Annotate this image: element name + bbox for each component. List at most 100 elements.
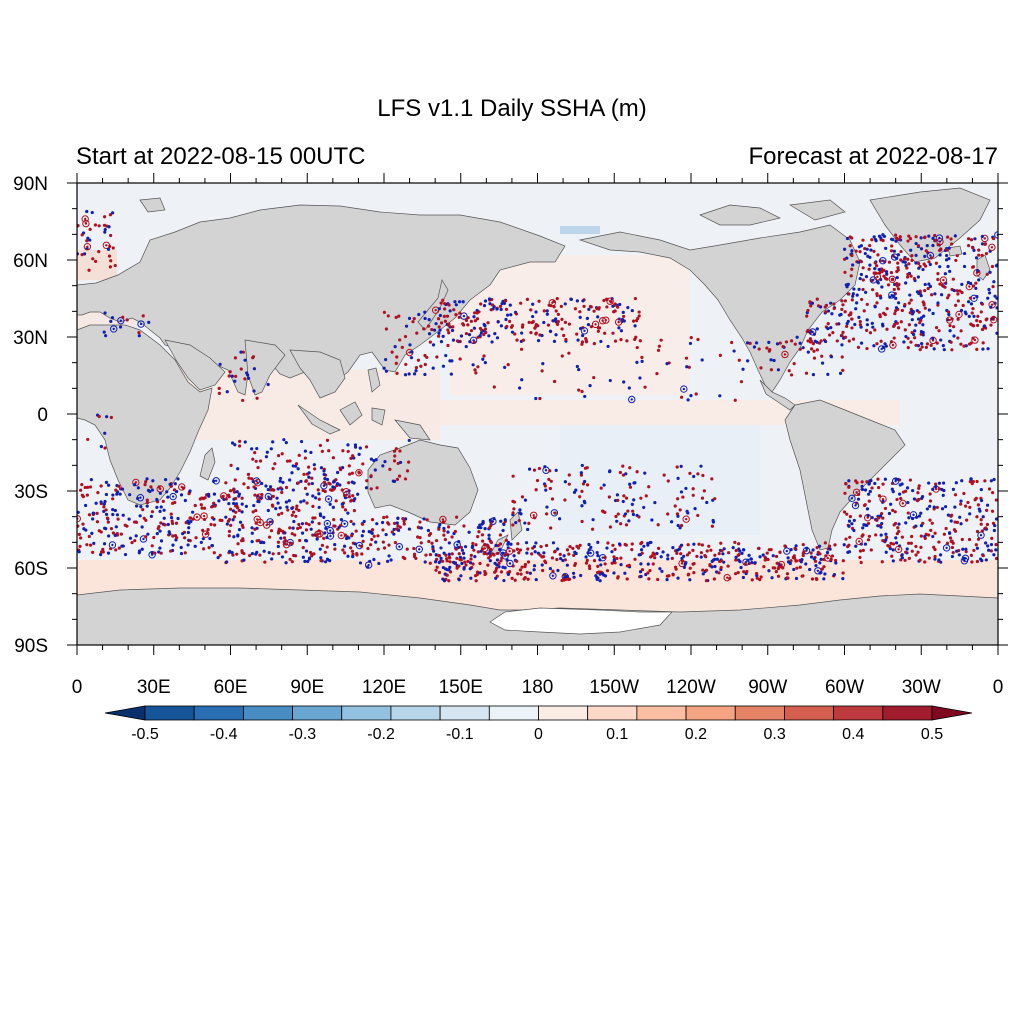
observation-dot bbox=[159, 551, 163, 555]
observation-dot bbox=[369, 530, 373, 534]
observation-dot bbox=[299, 479, 303, 483]
observation-dot bbox=[279, 536, 283, 540]
observation-dot bbox=[619, 329, 624, 333]
observation-dot bbox=[891, 559, 895, 563]
colorbar-swatch bbox=[685, 705, 736, 721]
observation-dot bbox=[955, 549, 959, 553]
observation-dot bbox=[428, 561, 432, 565]
observation-dot bbox=[618, 470, 622, 475]
observation-dot bbox=[985, 522, 990, 527]
observation-dot bbox=[520, 378, 524, 382]
observation-dot bbox=[539, 545, 543, 549]
observation-dot bbox=[193, 544, 197, 548]
observation-dot bbox=[83, 252, 87, 256]
observation-dot bbox=[953, 234, 957, 238]
observation-dot bbox=[863, 246, 867, 251]
observation-dot bbox=[77, 550, 81, 554]
observation-dot bbox=[469, 319, 473, 323]
observation-dot bbox=[614, 514, 618, 519]
observation-dot bbox=[805, 549, 808, 552]
observation-dot bbox=[701, 568, 705, 572]
observation-dot bbox=[80, 253, 84, 257]
observation-dot bbox=[974, 286, 978, 291]
observation-dot bbox=[460, 548, 464, 552]
observation-dot bbox=[527, 467, 532, 471]
observation-dot bbox=[841, 559, 845, 563]
observation-dot bbox=[587, 542, 591, 547]
observation-dot bbox=[919, 247, 924, 251]
observation-dot bbox=[254, 552, 258, 556]
observation-dot bbox=[217, 386, 221, 391]
observation-dot bbox=[617, 326, 621, 330]
observation-dot bbox=[899, 496, 903, 501]
observation-dot bbox=[473, 311, 477, 315]
observation-dot bbox=[318, 443, 323, 448]
observation-dot bbox=[639, 548, 644, 552]
observation-dot bbox=[773, 566, 777, 570]
observation-dot bbox=[692, 570, 696, 575]
observation-dot bbox=[186, 519, 190, 523]
observation-dot bbox=[783, 353, 787, 356]
observation-dot bbox=[542, 320, 546, 325]
observation-dot bbox=[92, 541, 96, 545]
observation-dot bbox=[883, 477, 887, 481]
observation-dot bbox=[111, 497, 115, 501]
observation-dot bbox=[962, 251, 967, 256]
observation-dot bbox=[840, 299, 844, 303]
observation-dot bbox=[904, 521, 908, 525]
observation-dot bbox=[310, 520, 314, 524]
observation-dot bbox=[763, 555, 767, 559]
observation-dot bbox=[701, 572, 705, 576]
lat-tick-label: 90S bbox=[14, 636, 48, 657]
observation-dot bbox=[529, 308, 533, 312]
observation-dot bbox=[112, 327, 115, 331]
observation-dot bbox=[90, 210, 94, 215]
observation-dot bbox=[441, 518, 445, 521]
observation-dot bbox=[940, 283, 944, 287]
observation-dot bbox=[863, 542, 868, 546]
colorbar-label: -0.4 bbox=[210, 726, 238, 743]
observation-dot bbox=[958, 515, 962, 519]
observation-dot bbox=[880, 347, 883, 351]
observation-dot bbox=[250, 540, 254, 544]
observation-dot bbox=[851, 263, 855, 267]
observation-dot bbox=[427, 332, 432, 336]
observation-dot bbox=[910, 318, 914, 322]
observation-dot bbox=[919, 294, 923, 298]
lon-tick-label: 150E bbox=[439, 677, 483, 698]
observation-dot bbox=[118, 492, 122, 496]
observation-dot bbox=[682, 387, 686, 391]
observation-dot bbox=[300, 522, 305, 526]
observation-dot bbox=[398, 338, 402, 342]
observation-ring bbox=[877, 345, 886, 353]
observation-dot bbox=[291, 464, 295, 468]
observation-dot bbox=[459, 334, 464, 338]
observation-dot bbox=[905, 275, 910, 279]
observation-dot bbox=[254, 508, 258, 513]
observation-dot bbox=[691, 493, 695, 497]
observation-dot bbox=[826, 556, 829, 560]
observation-dot bbox=[897, 282, 901, 287]
observation-dot bbox=[847, 519, 852, 523]
observation-dot bbox=[923, 536, 927, 541]
observation-dot bbox=[233, 478, 237, 482]
observation-dot bbox=[412, 552, 417, 556]
observation-dot bbox=[584, 555, 588, 559]
observation-dot bbox=[758, 578, 762, 582]
observation-dot bbox=[445, 314, 450, 318]
observation-dot bbox=[149, 514, 154, 518]
observation-dot bbox=[390, 350, 394, 354]
observation-dot bbox=[157, 485, 161, 489]
observation-dot bbox=[515, 547, 520, 551]
observation-dot bbox=[938, 265, 942, 269]
observation-dot bbox=[676, 497, 680, 501]
observation-dot bbox=[647, 577, 651, 581]
observation-dot bbox=[881, 259, 884, 262]
observation-dot bbox=[350, 471, 354, 475]
observation-dot bbox=[244, 504, 248, 508]
observation-dot bbox=[145, 498, 149, 502]
observation-dot bbox=[850, 253, 854, 258]
observation-dot bbox=[981, 515, 985, 519]
observation-dot bbox=[500, 556, 504, 560]
observation-dot bbox=[894, 239, 898, 243]
